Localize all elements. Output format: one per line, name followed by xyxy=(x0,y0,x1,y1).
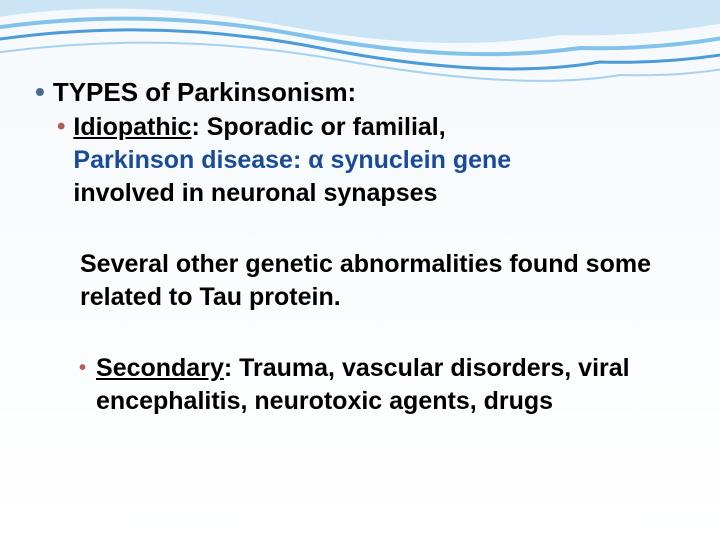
idiopathic-row: • Idiopathic: Sporadic or familial, Park… xyxy=(57,111,700,210)
secondary-label: Secondary xyxy=(96,354,224,382)
slide-content: • TYPES of Parkinsonism: • Idiopathic: S… xyxy=(35,75,700,418)
genetic-paragraph: Several other genetic abnormalities foun… xyxy=(80,248,700,314)
idiopathic-label: Idiopathic xyxy=(73,113,191,141)
idiopathic-line2-blue: Parkinson disease: α synuclein gene xyxy=(73,146,511,174)
idiopathic-line3: involved in neuronal synapses xyxy=(73,179,437,207)
secondary-text: Secondary: Trauma, vascular disorders, v… xyxy=(96,352,700,418)
idiopathic-text: Idiopathic: Sporadic or familial, Parkin… xyxy=(73,111,511,210)
bullet-dot-level2: • xyxy=(79,352,86,384)
heading-row: • TYPES of Parkinsonism: xyxy=(35,75,700,109)
bullet-dot-level1: • xyxy=(35,75,45,109)
heading-text: TYPES of Parkinsonism: xyxy=(53,75,356,109)
bullet-dot-level2: • xyxy=(57,111,65,143)
idiopathic-line1: : Sporadic or familial, xyxy=(191,113,445,141)
secondary-row: • Secondary: Trauma, vascular disorders,… xyxy=(79,352,700,418)
